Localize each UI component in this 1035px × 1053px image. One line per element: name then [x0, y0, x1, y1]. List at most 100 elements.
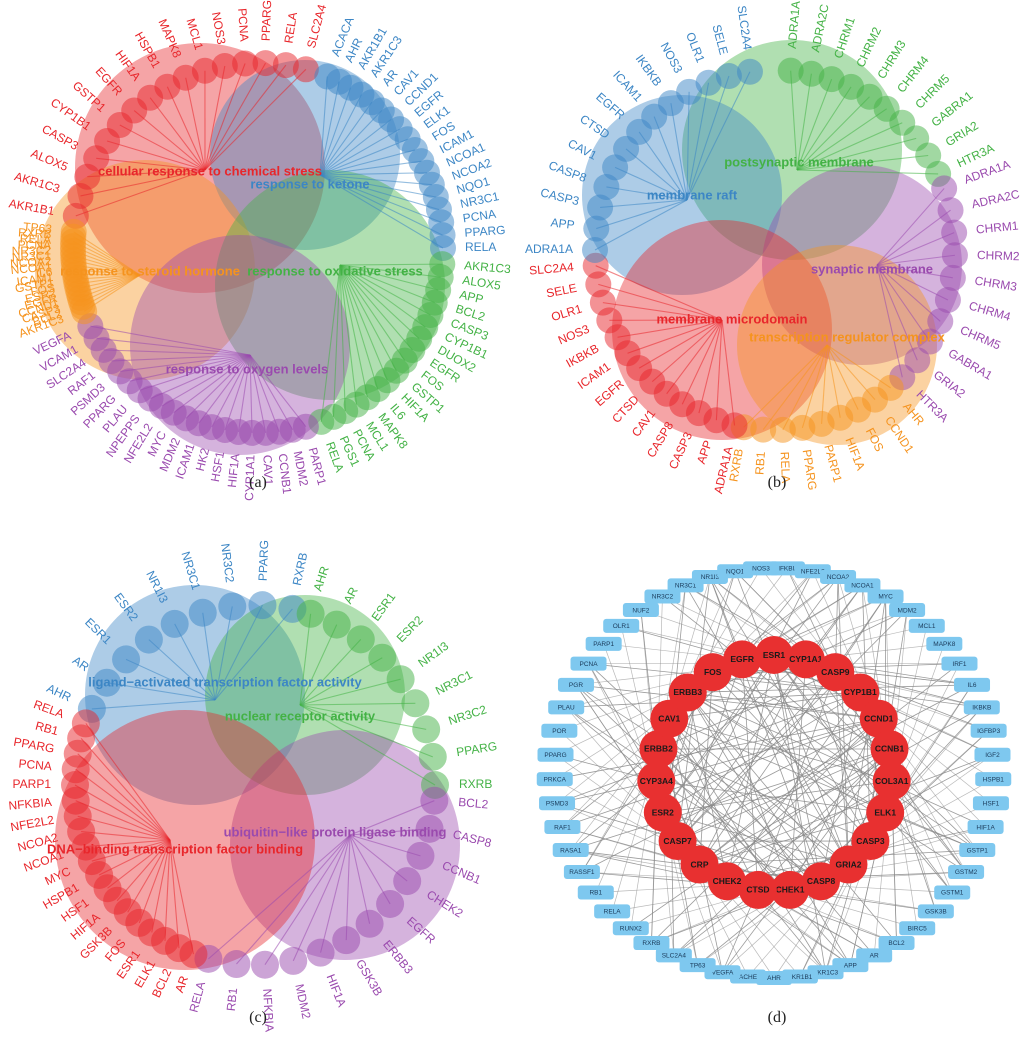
term-label: membrane raft — [647, 187, 738, 202]
gene-link — [670, 103, 688, 201]
edge — [699, 672, 714, 865]
gene-link — [204, 68, 307, 171]
core-node-circle — [639, 729, 678, 768]
gene-node — [60, 218, 87, 245]
gene-label: GSK3B — [353, 957, 385, 999]
outer-node: MYC — [867, 589, 904, 604]
edge — [656, 718, 879, 782]
term-label: response to oxidative stress — [247, 263, 423, 278]
outer-node-box — [585, 636, 622, 651]
gene-link — [782, 344, 828, 431]
gene-label: ICAM1 — [610, 68, 645, 105]
gene-link — [106, 682, 216, 701]
outer-node-label: PARP1 — [593, 641, 614, 648]
gene-link — [339, 264, 435, 304]
gene-label: HIF1A — [225, 453, 243, 488]
gene-label: PARP1 — [13, 777, 52, 791]
outer-node-label: RUNX2 — [620, 926, 642, 933]
core-node-circle — [872, 762, 911, 801]
gene-link — [627, 319, 723, 354]
gene-link — [319, 174, 443, 236]
edge — [687, 692, 897, 944]
gene-label: PCNA — [235, 8, 251, 42]
gene-link — [617, 319, 723, 338]
gene-node — [412, 715, 441, 744]
gene-link — [169, 839, 180, 949]
outer-node-label: IKBKB — [972, 705, 991, 712]
outer-node-box — [552, 843, 589, 858]
gene-link — [876, 264, 941, 322]
outer-node: RELA — [594, 904, 631, 919]
outer-node-label: PLAU — [558, 705, 575, 712]
gene-link — [236, 834, 351, 965]
outer-node: RAF1 — [544, 820, 581, 835]
term-label: nuclear receptor activity — [225, 708, 376, 723]
edge — [669, 718, 978, 851]
gene-node — [160, 609, 189, 638]
edge — [712, 671, 978, 851]
gene-node — [346, 625, 375, 654]
outer-node: HSF1 — [972, 796, 1009, 811]
gene-label: RELA — [465, 240, 496, 254]
outer-node-label: MDM2 — [898, 607, 918, 614]
gene-label: RXRB — [18, 225, 52, 241]
edge — [658, 748, 871, 842]
gene-node — [676, 78, 703, 105]
gene-label: CCNB1 — [276, 453, 295, 495]
core-node-circle — [859, 699, 898, 738]
gene-link — [332, 264, 341, 417]
gene-link — [653, 116, 688, 201]
term-label: membrane microdomain — [657, 311, 808, 326]
gene-label: TP63 — [23, 220, 53, 236]
gene-link — [161, 354, 251, 407]
gene-node — [306, 938, 335, 967]
gene-node — [71, 709, 100, 738]
gene-link — [151, 839, 171, 933]
core-node-circle — [738, 870, 777, 909]
outer-node: IRF1 — [941, 656, 978, 671]
gene-link — [606, 186, 688, 201]
gene-label: ADRA2C — [970, 187, 1021, 211]
gene-label: AR — [172, 974, 191, 995]
gene-label: PARP1 — [821, 443, 845, 484]
edge — [687, 692, 986, 828]
outer-node-label: RB1 — [589, 890, 602, 897]
gene-label: NFKBIA — [260, 988, 276, 1032]
gene-node — [92, 668, 121, 697]
outer-node-box — [541, 723, 578, 738]
gene-link — [148, 639, 216, 701]
edge — [651, 718, 880, 944]
gene-link — [651, 319, 723, 383]
gene-label: NCOA2 — [10, 254, 53, 271]
gene-link — [299, 704, 436, 786]
core-node-label: CYP1B1 — [844, 687, 877, 697]
gene-node — [134, 625, 163, 654]
outer-node: BCL2 — [878, 936, 915, 951]
edge — [565, 707, 822, 882]
gene-label: ALOX5 — [461, 273, 502, 293]
outer-node-box — [899, 921, 936, 936]
outer-node-box — [926, 636, 963, 651]
outer-node-box — [974, 747, 1011, 762]
gene-link — [339, 264, 397, 371]
outer-node: IKBKB — [963, 700, 1000, 715]
gene-link — [686, 82, 710, 201]
outer-node-label: AKR1C3 — [813, 969, 839, 976]
gene-link — [715, 319, 723, 421]
core-node: ERBB2 — [639, 729, 678, 768]
gene-link — [299, 657, 383, 706]
outer-node-box — [557, 677, 594, 692]
edge — [741, 659, 892, 782]
gene-link — [211, 354, 251, 428]
gene-node — [917, 328, 944, 355]
gene-link — [796, 86, 852, 171]
gene-label: NR1I3 — [415, 639, 451, 671]
outer-node-label: RASSF1 — [569, 869, 595, 876]
edge — [685, 585, 849, 865]
gene-node — [941, 219, 968, 246]
outer-node-label: PCNA — [579, 661, 598, 668]
gene-link — [319, 101, 373, 176]
gene-node — [272, 52, 299, 79]
outer-node: OLR1 — [603, 618, 640, 633]
gene-node — [112, 645, 141, 674]
